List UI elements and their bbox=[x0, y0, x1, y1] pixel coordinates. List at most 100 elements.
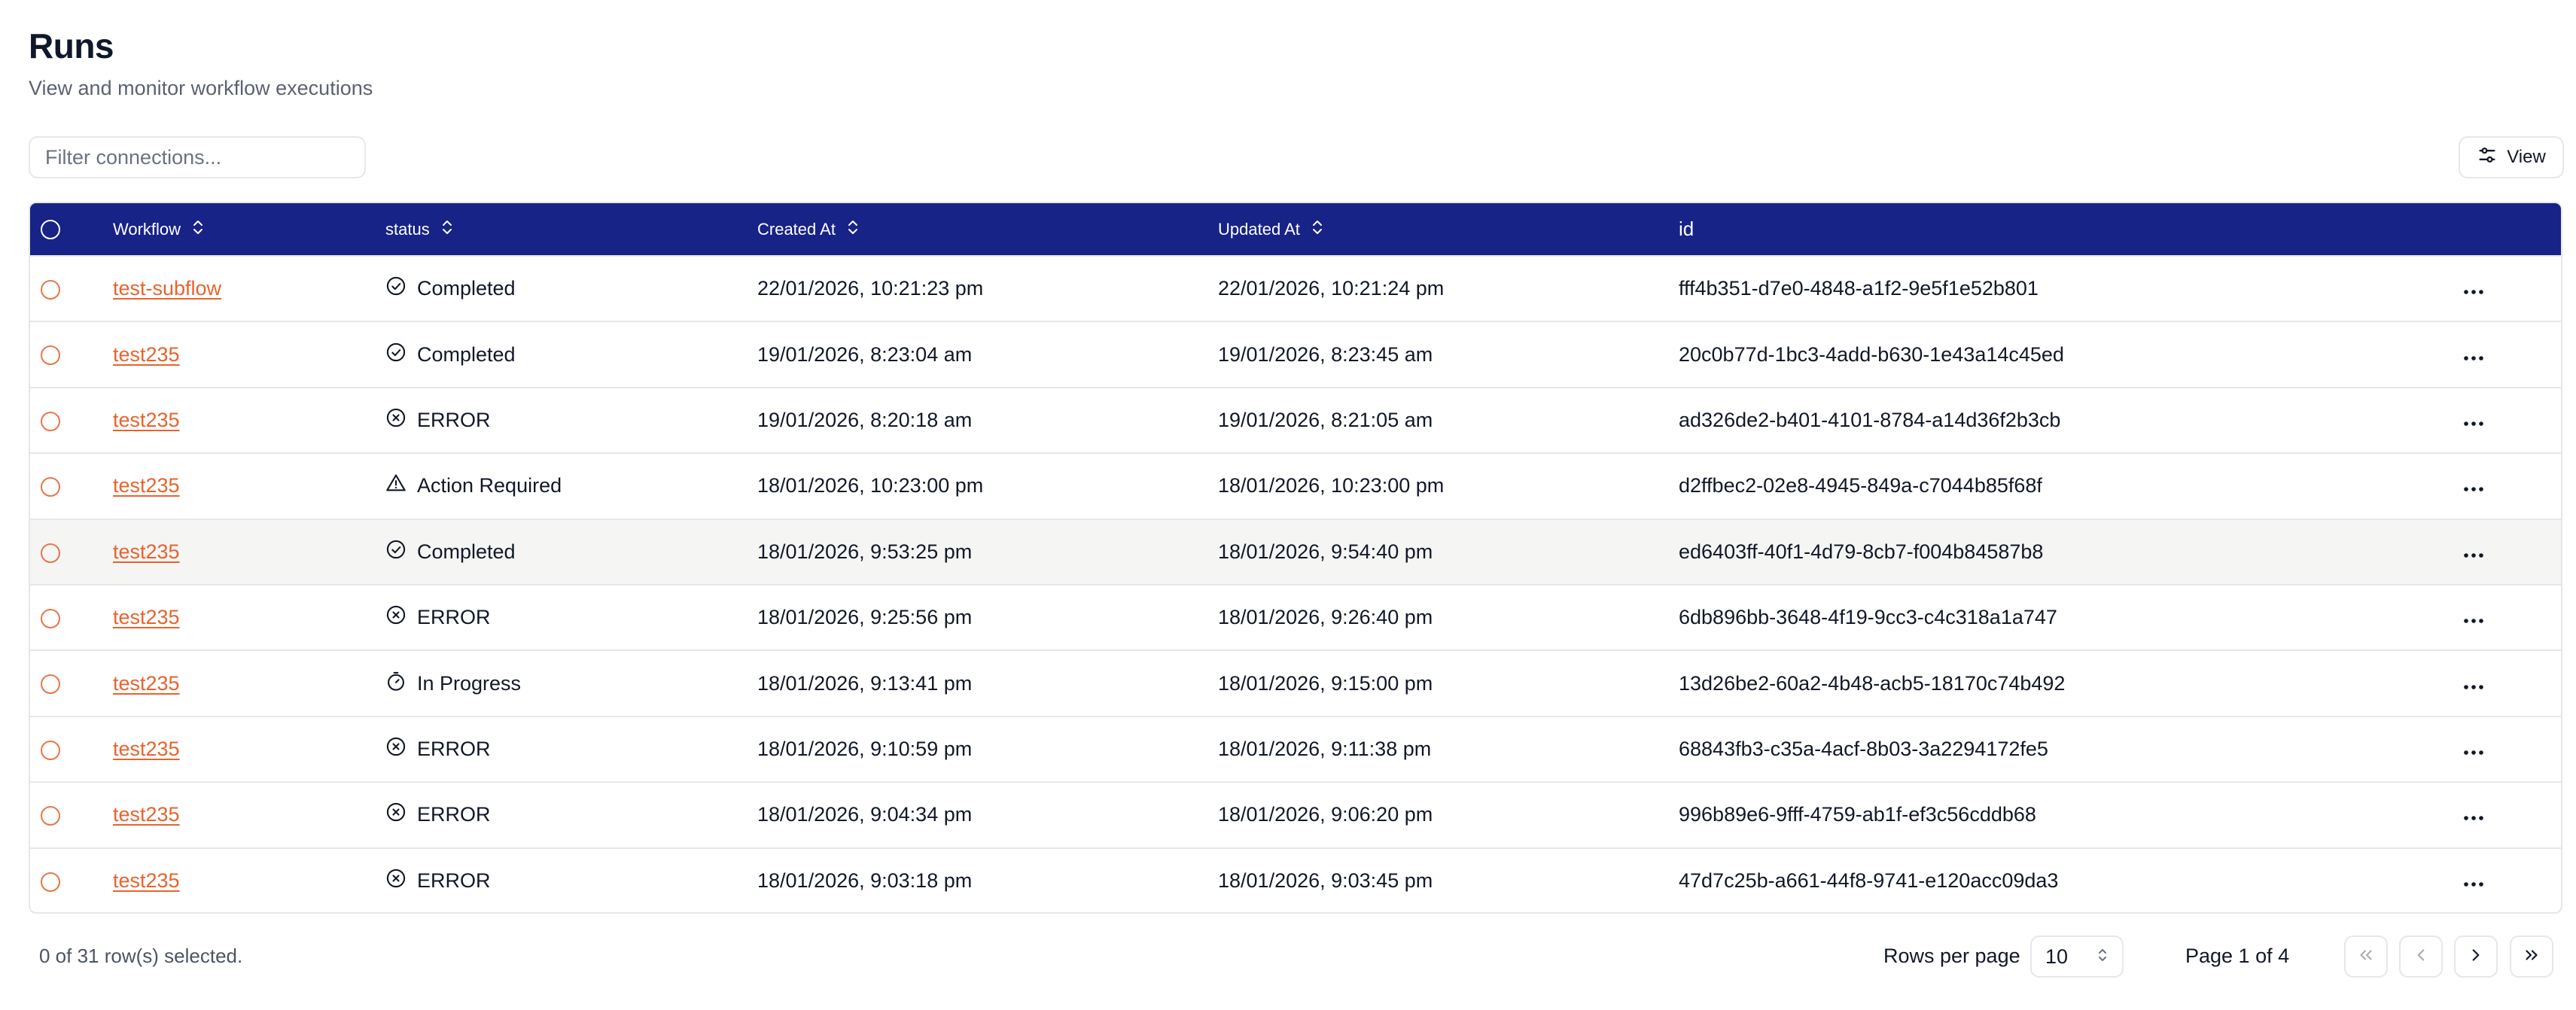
row-actions-button[interactable] bbox=[2459, 274, 2489, 304]
run-id-cell: fff4b351-d7e0-4848-a1f2-9e5f1e52b801 bbox=[1679, 277, 2039, 300]
created-at-cell: 18/01/2026, 9:53:25 pm bbox=[757, 540, 973, 563]
row-actions-button[interactable] bbox=[2459, 668, 2489, 698]
sort-icon bbox=[191, 219, 205, 240]
table-row[interactable]: test235 ERROR 18/01/2026, 9:25:56 pm 18/01/… bbox=[30, 584, 2561, 650]
status-text: Completed bbox=[417, 342, 516, 366]
row-select-checkbox[interactable] bbox=[41, 806, 60, 826]
updated-at-cell: 19/01/2026, 8:21:05 am bbox=[1218, 408, 1433, 431]
more-horizontal-icon bbox=[2463, 672, 2484, 695]
status-cell: Action Required bbox=[385, 473, 562, 499]
row-select-checkbox[interactable] bbox=[41, 609, 60, 629]
status-cell: Completed bbox=[385, 539, 516, 565]
status-cell: Completed bbox=[385, 342, 516, 368]
run-id-cell: 6db896bb-3648-4f19-9cc3-c4c318a1a747 bbox=[1679, 606, 2057, 629]
table-row[interactable]: test235 Completed 19/01/2026, 8:23:04 am 19… bbox=[30, 321, 2561, 387]
sort-icon bbox=[846, 219, 860, 240]
more-horizontal-icon bbox=[2463, 343, 2484, 367]
status-text: ERROR bbox=[417, 606, 491, 629]
table-row[interactable]: test235 Action Required 18/01/2026, 10:23:… bbox=[30, 453, 2561, 519]
row-select-checkbox[interactable] bbox=[41, 674, 60, 695]
table-row[interactable]: test235 ERROR 18/01/2026, 9:10:59 pm 18/01/… bbox=[30, 716, 2561, 782]
more-horizontal-icon bbox=[2463, 540, 2484, 564]
created-at-cell: 19/01/2026, 8:23:04 am bbox=[757, 342, 973, 366]
row-select-checkbox[interactable] bbox=[41, 345, 60, 366]
workflow-link[interactable]: test-subflow bbox=[113, 277, 222, 300]
created-at-cell: 19/01/2026, 8:20:18 am bbox=[757, 408, 973, 431]
status-cell: ERROR bbox=[385, 736, 491, 762]
column-label: Created At bbox=[757, 219, 836, 239]
first-page-button[interactable] bbox=[2344, 935, 2388, 978]
view-options-button[interactable]: View bbox=[2459, 136, 2564, 178]
page-subtitle: View and monitor workflow executions bbox=[29, 77, 373, 99]
workflow-link[interactable]: test235 bbox=[113, 540, 180, 563]
workflow-link[interactable]: test235 bbox=[113, 869, 180, 893]
row-select-checkbox[interactable] bbox=[41, 477, 60, 497]
column-header-created-at[interactable]: Created At bbox=[757, 219, 860, 240]
run-id-cell: ed6403ff-40f1-4d79-8cb7-f004b84587b8 bbox=[1679, 540, 2044, 563]
updated-at-cell: 22/01/2026, 10:21:24 pm bbox=[1218, 277, 1445, 300]
status-cell: In Progress bbox=[385, 671, 521, 697]
workflow-link[interactable]: test235 bbox=[113, 342, 180, 366]
created-at-cell: 18/01/2026, 9:03:18 pm bbox=[757, 869, 973, 893]
status-text: ERROR bbox=[417, 737, 491, 760]
page-info: Page 1 of 4 bbox=[2185, 945, 2290, 967]
row-actions-button[interactable] bbox=[2459, 537, 2489, 567]
last-page-button[interactable] bbox=[2510, 935, 2553, 978]
more-horizontal-icon bbox=[2463, 803, 2484, 826]
table-row[interactable]: test235 In Progress 18/01/2026, 9:13:41 pm… bbox=[30, 650, 2561, 716]
column-header-status[interactable]: status bbox=[385, 219, 454, 240]
workflow-link[interactable]: test235 bbox=[113, 737, 180, 760]
row-actions-button[interactable] bbox=[2459, 866, 2489, 896]
x-circle-icon bbox=[385, 802, 406, 828]
table-row[interactable]: test235 ERROR 18/01/2026, 9:03:18 pm 18/01/… bbox=[30, 847, 2561, 912]
row-select-checkbox[interactable] bbox=[41, 872, 60, 893]
workflow-link[interactable]: test235 bbox=[113, 408, 180, 431]
updated-at-cell: 19/01/2026, 8:23:45 am bbox=[1218, 342, 1433, 366]
view-button-label: View bbox=[2507, 147, 2546, 167]
updated-at-cell: 18/01/2026, 9:06:20 pm bbox=[1218, 803, 1433, 826]
filter-input[interactable] bbox=[29, 136, 366, 178]
next-page-button[interactable] bbox=[2454, 935, 2498, 978]
status-cell: ERROR bbox=[385, 604, 491, 631]
row-actions-button[interactable] bbox=[2459, 405, 2489, 435]
chevrons-right-icon bbox=[2522, 945, 2541, 969]
updated-at-cell: 18/01/2026, 10:23:00 pm bbox=[1218, 474, 1445, 497]
selection-count: 0 of 31 row(s) selected. bbox=[39, 945, 243, 967]
previous-page-button[interactable] bbox=[2399, 935, 2443, 978]
run-id-cell: ad326de2-b401-4101-8784-a14d36f2b3cb bbox=[1679, 408, 2061, 431]
table-row[interactable]: test235 ERROR 19/01/2026, 8:20:18 am 19/01/… bbox=[30, 387, 2561, 453]
timer-icon bbox=[385, 671, 406, 697]
row-actions-button[interactable] bbox=[2459, 471, 2489, 501]
row-actions-button[interactable] bbox=[2459, 339, 2489, 370]
check-circle-icon bbox=[385, 275, 406, 302]
workflow-link[interactable]: test235 bbox=[113, 803, 180, 826]
row-actions-button[interactable] bbox=[2459, 800, 2489, 830]
table-row[interactable]: test235 ERROR 18/01/2026, 9:04:34 pm 18/01/… bbox=[30, 782, 2561, 847]
table-row[interactable]: test235 Completed 18/01/2026, 9:53:25 pm 18… bbox=[30, 519, 2561, 585]
status-text: ERROR bbox=[417, 408, 491, 431]
column-header-workflow[interactable]: Workflow bbox=[113, 219, 205, 240]
column-header-updated-at[interactable]: Updated At bbox=[1218, 219, 1324, 240]
x-circle-icon bbox=[385, 736, 406, 762]
workflow-link[interactable]: test235 bbox=[113, 474, 180, 497]
row-select-checkbox[interactable] bbox=[41, 740, 60, 760]
rows-per-page-select[interactable]: 10 bbox=[2030, 935, 2124, 978]
row-select-checkbox[interactable] bbox=[41, 280, 60, 300]
run-id-cell: 996b89e6-9fff-4759-ab1f-ef3c56cddb68 bbox=[1679, 803, 2036, 826]
status-text: Completed bbox=[417, 277, 516, 300]
status-text: ERROR bbox=[417, 869, 491, 893]
more-horizontal-icon bbox=[2463, 606, 2484, 629]
created-at-cell: 18/01/2026, 9:13:41 pm bbox=[757, 671, 973, 695]
row-actions-button[interactable] bbox=[2459, 734, 2489, 764]
created-at-cell: 22/01/2026, 10:21:23 pm bbox=[757, 277, 984, 300]
row-select-checkbox[interactable] bbox=[41, 543, 60, 563]
workflow-link[interactable]: test235 bbox=[113, 671, 180, 695]
row-actions-button[interactable] bbox=[2459, 603, 2489, 633]
column-label: Workflow bbox=[113, 219, 181, 239]
workflow-link[interactable]: test235 bbox=[113, 606, 180, 629]
row-select-checkbox[interactable] bbox=[41, 411, 60, 431]
select-all-checkbox[interactable] bbox=[41, 220, 60, 240]
status-text: In Progress bbox=[417, 671, 522, 695]
table-row[interactable]: test-subflow Completed 22/01/2026, 10:21:2… bbox=[30, 256, 2561, 321]
